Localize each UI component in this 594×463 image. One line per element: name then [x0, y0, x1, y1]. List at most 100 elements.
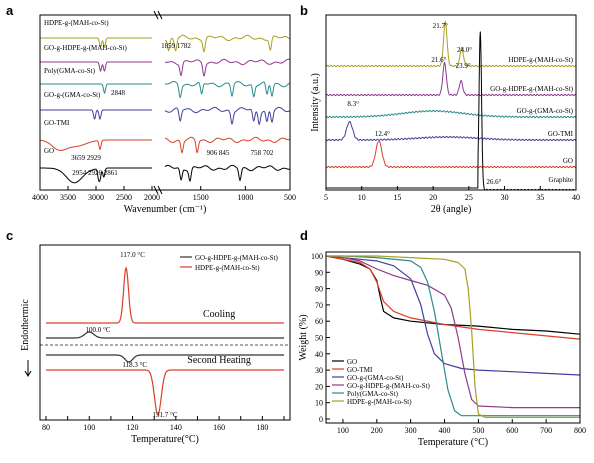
series-label: Graphite	[549, 176, 574, 184]
legend-label: HDPE-g-(MAH-co-St)	[195, 264, 260, 272]
annotation: 117.0 °C	[120, 251, 145, 259]
y-tick-label: 70	[315, 301, 323, 310]
series-label: GO-g-HDPE-g-(MAH-co-St)	[490, 85, 573, 93]
legend-label: GO	[347, 358, 357, 366]
series-line	[164, 164, 291, 183]
legend-label: HDPE-g-(MAH-co-St)	[347, 398, 412, 406]
series-line	[46, 266, 284, 324]
series-line	[46, 331, 284, 339]
annotation: 100.0 °C	[85, 326, 110, 334]
series-line	[325, 20, 577, 68]
panel-letter-d: d	[300, 228, 308, 243]
series-label: GO-g-(GMA-co-St)	[44, 91, 101, 99]
annotation: 8.3°	[347, 100, 359, 108]
x-tick-label: 2000	[144, 193, 160, 202]
x-tick-label: 25	[465, 193, 473, 202]
annotation: 2954 2926 2861	[72, 169, 118, 177]
annotation: 906 845	[207, 149, 230, 157]
x-tick-label: 500	[284, 193, 296, 202]
series-line	[325, 255, 580, 409]
annotation: 118.3 °C	[122, 361, 147, 369]
panel-c-frame	[39, 244, 291, 421]
series-line	[164, 58, 291, 77]
x-tick-label: 35	[536, 193, 544, 202]
annotation: 3659 2929	[71, 154, 101, 162]
annotation: 2848	[111, 89, 126, 97]
panel-b-frame	[325, 14, 577, 191]
series-line	[326, 255, 580, 418]
series-label: HDPE-g-(MAH-co-St)	[508, 56, 573, 64]
x-tick-label: 180	[256, 423, 268, 432]
series-line	[40, 139, 152, 151]
y-tick-label: 10	[315, 399, 323, 408]
x-tick-label: 200	[371, 426, 383, 435]
x-axis-label: Temperature (°C)	[418, 437, 488, 448]
y-tick-label: 90	[315, 268, 323, 277]
y-tick-label: 60	[315, 317, 323, 326]
x-tick-label: 2500	[116, 193, 132, 202]
legend-label: GO-g-(GMA-co-St)	[347, 374, 404, 382]
legend-label: GO-TMI	[347, 366, 373, 374]
y-axis-label: Endothermic	[20, 299, 31, 351]
panel-a-frame	[39, 14, 291, 191]
x-tick-label: 3500	[60, 193, 76, 202]
endothermic-arrow-head	[24, 370, 32, 377]
y-tick-label: 40	[315, 350, 323, 359]
annotation: 131.7 °C	[153, 411, 178, 419]
x-tick-label: 5	[324, 193, 328, 202]
x-tick-label: 500	[472, 426, 484, 435]
panel-letter-c: c	[6, 228, 13, 243]
series-line	[325, 121, 577, 142]
series-line	[40, 109, 152, 121]
x-tick-label: 30	[501, 193, 509, 202]
series-label: GO-g-(GMA-co-St)	[517, 107, 574, 115]
annotation: 23.9°	[456, 62, 471, 70]
annotation: Second Heating	[187, 355, 251, 366]
series-line	[46, 369, 284, 416]
series-line	[40, 167, 152, 184]
legend-label: Poly(GMA-co-St)	[347, 390, 399, 398]
x-axis-label: Temperature(°C)	[131, 434, 199, 445]
x-tick-label: 700	[540, 426, 552, 435]
series-label: HDPE-g-(MAH-co-St)	[44, 19, 109, 27]
series-line	[40, 37, 152, 49]
x-tick-label: 120	[127, 423, 139, 432]
x-tick-label: 40	[572, 193, 580, 202]
x-tick-label: 140	[170, 423, 182, 432]
annotation: Cooling	[203, 309, 235, 320]
x-tick-label: 4000	[32, 193, 48, 202]
annotation: 1859 1782	[161, 42, 191, 50]
y-tick-label: 20	[315, 382, 323, 391]
annotation: 21.7°	[433, 22, 448, 30]
series-line	[46, 354, 284, 363]
series-label: GO-g-HDPE-g-(MAH-co-St)	[44, 44, 127, 52]
y-tick-label: 100	[311, 252, 323, 261]
series-label: GO	[44, 147, 54, 155]
series-line	[325, 255, 581, 376]
x-tick-label: 1500	[193, 193, 209, 202]
annotation: 21.6°	[431, 56, 446, 64]
series-line	[325, 61, 577, 97]
x-tick-label: 80	[42, 423, 50, 432]
x-tick-label: 600	[506, 426, 518, 435]
series-line	[326, 255, 580, 417]
annotation: 26.6°	[486, 178, 501, 186]
series-line	[40, 61, 152, 73]
x-tick-label: 15	[393, 193, 401, 202]
x-tick-label: 100	[337, 426, 349, 435]
x-axis-label: Wavenumber (cm⁻¹)	[124, 204, 207, 215]
panel-letter-b: b	[300, 3, 308, 18]
series-label: GO-TMI	[44, 119, 70, 127]
annotation: 758 702	[251, 149, 274, 157]
x-tick-label: 100	[83, 423, 95, 432]
y-tick-label: 50	[315, 334, 323, 343]
series-line	[40, 83, 152, 95]
series-line	[164, 34, 291, 53]
annotation: 12.4°	[375, 130, 390, 138]
series-line	[325, 109, 577, 119]
annotation: 24.0°	[457, 46, 472, 54]
panel-b: 5 10 15 20 25 30 35 40 2θ (angle) Intensity (a.u.…	[310, 20, 580, 215]
series-line	[164, 136, 291, 154]
y-axis-label: Intensity (a.u.)	[310, 73, 321, 132]
legend-label: GO-g-HDPE-g-(MAH-co-St)	[347, 382, 430, 390]
